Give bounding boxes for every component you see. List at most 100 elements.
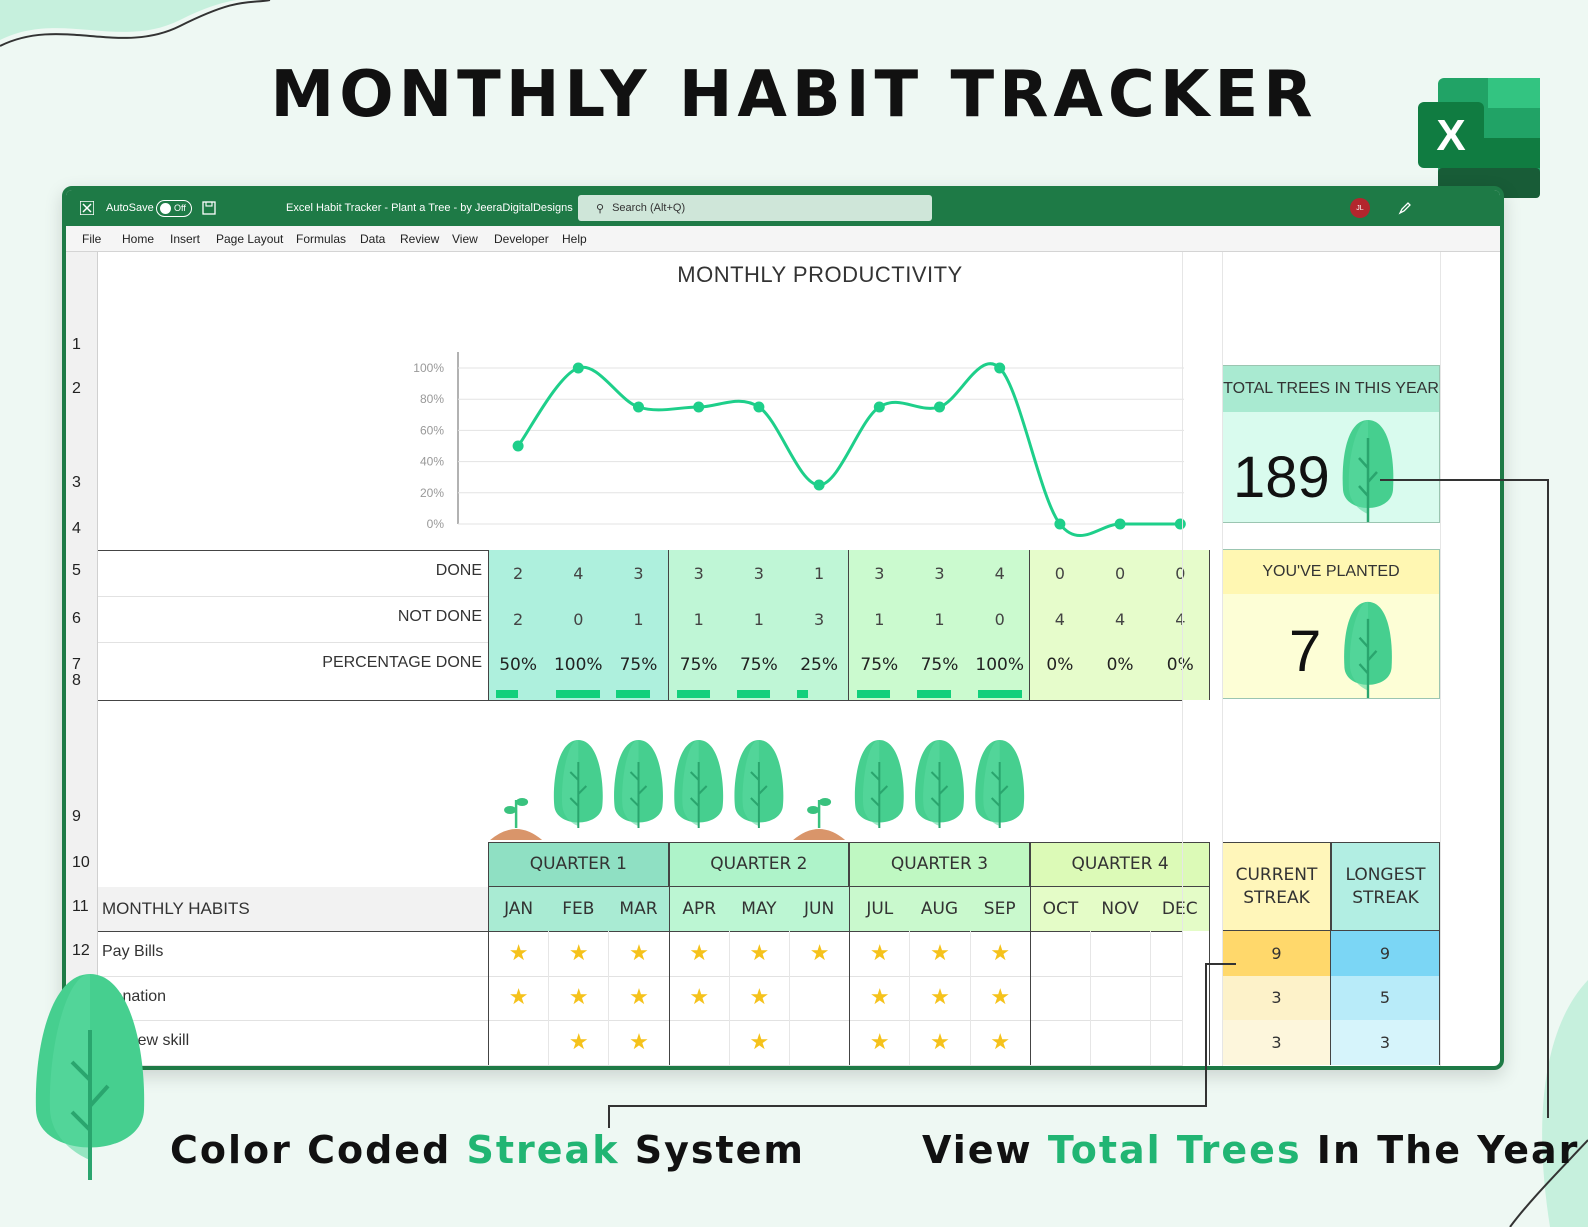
- star-icon[interactable]: ★: [728, 975, 789, 1020]
- current-streak-value[interactable]: 3: [1222, 1020, 1331, 1065]
- star-icon[interactable]: ★: [728, 1020, 789, 1065]
- summary-cell[interactable]: 75%: [739, 655, 778, 675]
- summary-cell[interactable]: 2: [513, 563, 524, 583]
- menu-item-review[interactable]: Review: [400, 232, 440, 246]
- star-icon[interactable]: ★: [909, 931, 969, 976]
- longest-streak-value[interactable]: 5: [1331, 975, 1440, 1020]
- month-header[interactable]: JUN: [789, 886, 850, 931]
- habit-cell[interactable]: [1029, 1020, 1090, 1065]
- row-number[interactable]: 9: [72, 808, 81, 825]
- star-icon[interactable]: ★: [548, 931, 608, 976]
- summary-cell[interactable]: 4: [1054, 609, 1065, 629]
- save-icon[interactable]: [202, 190, 216, 226]
- summary-cell[interactable]: 3: [874, 563, 885, 583]
- star-icon[interactable]: ★: [668, 975, 729, 1020]
- data-point[interactable]: [633, 401, 644, 413]
- month-header[interactable]: JUL: [849, 886, 910, 931]
- habit-cell[interactable]: [1150, 975, 1211, 1020]
- star-icon[interactable]: ★: [668, 931, 729, 976]
- star-icon[interactable]: ★: [909, 1020, 969, 1065]
- quarter-header[interactable]: QUARTER 3: [849, 842, 1030, 887]
- data-point[interactable]: [693, 401, 705, 413]
- summary-cell[interactable]: 1: [753, 609, 764, 629]
- row-number[interactable]: 6: [72, 610, 81, 627]
- summary-cell[interactable]: 0: [573, 609, 584, 629]
- habit-cell[interactable]: [789, 1020, 849, 1065]
- row-number[interactable]: 11: [72, 898, 89, 915]
- row-number[interactable]: 2: [72, 380, 81, 397]
- habit-cell[interactable]: [789, 975, 849, 1020]
- data-point[interactable]: [572, 362, 584, 374]
- month-header[interactable]: JAN: [488, 886, 549, 931]
- summary-cell[interactable]: 1: [814, 563, 825, 583]
- search-box[interactable]: ⚲ Search (Alt+Q): [578, 195, 932, 221]
- autosave-toggle[interactable]: Off: [150, 190, 192, 226]
- row-number[interactable]: 12: [72, 942, 90, 959]
- summary-cell[interactable]: 3: [633, 563, 644, 583]
- data-point[interactable]: [753, 401, 765, 413]
- summary-cell[interactable]: 3: [814, 609, 825, 629]
- menu-item-help[interactable]: Help: [562, 232, 587, 246]
- menu-item-formulas[interactable]: Formulas: [296, 232, 347, 246]
- summary-cell[interactable]: 4: [1175, 609, 1186, 629]
- summary-cell[interactable]: 0%: [1046, 655, 1074, 675]
- summary-cell[interactable]: 0%: [1166, 655, 1194, 675]
- data-point[interactable]: [813, 479, 825, 491]
- summary-cell[interactable]: 3: [693, 563, 704, 583]
- summary-cell[interactable]: 4: [994, 563, 1005, 583]
- star-icon[interactable]: ★: [488, 975, 548, 1020]
- star-icon[interactable]: ★: [969, 975, 1030, 1020]
- row-number[interactable]: 4: [72, 520, 81, 537]
- quarter-header[interactable]: QUARTER 4: [1029, 842, 1211, 887]
- star-icon[interactable]: ★: [548, 1020, 608, 1065]
- star-icon[interactable]: ★: [608, 1020, 668, 1065]
- habit-cell[interactable]: [1029, 931, 1090, 976]
- summary-cell[interactable]: 100%: [975, 655, 1024, 675]
- summary-cell[interactable]: 0: [1115, 563, 1126, 583]
- row-number[interactable]: 5: [72, 562, 81, 579]
- longest-streak-value[interactable]: 9: [1331, 931, 1440, 976]
- menu-item-file[interactable]: File: [82, 232, 102, 246]
- habit-cell[interactable]: [1090, 931, 1150, 976]
- summary-cell[interactable]: 3: [934, 563, 945, 583]
- summary-cell[interactable]: 0: [994, 609, 1005, 629]
- row-number[interactable]: 10: [72, 854, 90, 871]
- menu-item-view[interactable]: View: [452, 232, 478, 246]
- star-icon[interactable]: ★: [969, 931, 1030, 976]
- menu-item-page-layout[interactable]: Page Layout: [216, 232, 284, 246]
- habit-name[interactable]: Pay Bills: [102, 943, 164, 960]
- summary-cell[interactable]: 4: [1115, 609, 1126, 629]
- month-header[interactable]: OCT: [1029, 886, 1090, 931]
- habit-cell[interactable]: [1150, 931, 1211, 976]
- habit-cell[interactable]: [1150, 1020, 1211, 1065]
- habit-cell[interactable]: [668, 1020, 729, 1065]
- month-header[interactable]: FEB: [548, 886, 609, 931]
- star-icon[interactable]: ★: [849, 975, 909, 1020]
- summary-cell[interactable]: 1: [874, 609, 885, 629]
- summary-cell[interactable]: 75%: [619, 655, 658, 675]
- summary-cell[interactable]: 4: [573, 563, 584, 583]
- star-icon[interactable]: ★: [608, 931, 668, 976]
- summary-cell[interactable]: 75%: [860, 655, 899, 675]
- summary-cell[interactable]: 75%: [679, 655, 718, 675]
- month-header[interactable]: AUG: [909, 886, 970, 931]
- summary-cell[interactable]: 1: [693, 609, 704, 629]
- month-header[interactable]: DEC: [1150, 886, 1211, 931]
- data-point[interactable]: [512, 440, 524, 452]
- star-icon[interactable]: ★: [608, 975, 668, 1020]
- summary-cell[interactable]: 2: [513, 609, 524, 629]
- longest-streak-value[interactable]: 3: [1331, 1020, 1440, 1065]
- star-icon[interactable]: ★: [548, 975, 608, 1020]
- row-number[interactable]: 8: [72, 672, 81, 689]
- month-header[interactable]: SEP: [969, 886, 1030, 931]
- quarter-header[interactable]: QUARTER 1: [488, 842, 669, 887]
- star-icon[interactable]: ★: [849, 931, 909, 976]
- menu-item-home[interactable]: Home: [122, 232, 155, 246]
- summary-cell[interactable]: 3: [753, 563, 764, 583]
- habit-cell[interactable]: [1090, 975, 1150, 1020]
- summary-cell[interactable]: 50%: [499, 655, 537, 675]
- menu-item-developer[interactable]: Developer: [494, 232, 549, 246]
- star-icon[interactable]: ★: [789, 931, 849, 976]
- summary-cell[interactable]: 1: [633, 609, 644, 629]
- month-header[interactable]: MAY: [728, 886, 789, 931]
